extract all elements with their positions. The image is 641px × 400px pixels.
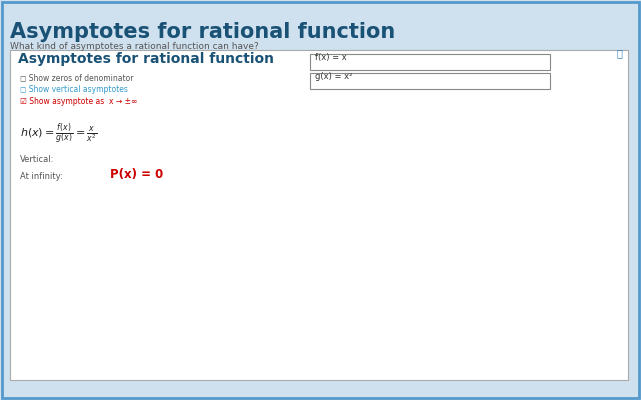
Text: $h(x) = \frac{f(x)}{g(x)} = \frac{x}{x^2}$: $h(x) = \frac{f(x)}{g(x)} = \frac{x}{x^2… [20,122,97,148]
Text: g(x) = x²: g(x) = x² [315,72,353,81]
Bar [310,73,550,89]
Text: What kind of asymptotes a rational function can have?: What kind of asymptotes a rational funct… [10,42,259,51]
Text: Asymptotes for rational function: Asymptotes for rational function [10,22,395,42]
Text: Vertical:: Vertical: [20,155,54,164]
Text: f(x) = x: f(x) = x [315,53,347,62]
Text: Asymptotes for rational function: Asymptotes for rational function [18,52,274,66]
Text: ⓘ: ⓘ [616,48,622,58]
Text: At infinity:: At infinity: [20,172,63,181]
Text: P(x) = 0: P(x) = 0 [110,168,163,181]
Bar [310,54,550,70]
Bar [10,50,628,380]
Text: ☑ Show asymptote as  x → ±∞: ☑ Show asymptote as x → ±∞ [20,97,137,106]
Text: ◻ Show zeros of denominator: ◻ Show zeros of denominator [20,73,133,82]
Text: ◻ Show vertical asymptotes: ◻ Show vertical asymptotes [20,85,128,94]
